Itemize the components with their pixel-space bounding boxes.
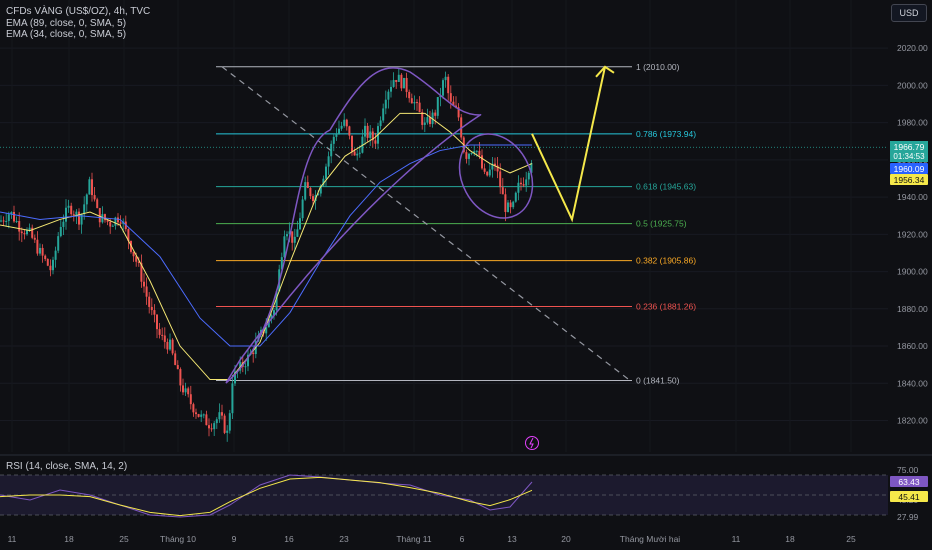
ema-line-1: [0, 144, 532, 347]
y-tick: 1860.00: [897, 341, 928, 351]
ema-line-0: [0, 112, 533, 381]
diagonal-trend-line[interactable]: [221, 66, 631, 381]
x-tick: 11: [8, 534, 17, 544]
price-tag: 1956.34: [894, 175, 925, 185]
currency-button[interactable]: USD: [891, 4, 927, 22]
handle-ellipse[interactable]: [445, 121, 546, 231]
fib-label-3: 0.5 (1925.75): [636, 219, 687, 229]
y-tick: 1880.00: [897, 304, 928, 314]
last-price-tag: 1966.79: [894, 142, 925, 152]
ema-layer: [0, 112, 533, 381]
fib-label-1: 0.786 (1973.94): [636, 129, 696, 139]
fibonacci-retracement[interactable]: 1 (2010.00) 0.786 (1973.94) 0.618 (1945.63…: [216, 62, 696, 386]
cup-ellipse[interactable]: [225, 67, 482, 384]
chart-legend: CFDs VÀNG (US$/OZ), 4h, TVC EMA (89, clo…: [6, 6, 150, 41]
fib-label-4: 0.382 (1905.86): [636, 256, 696, 266]
symbol-title[interactable]: CFDs VÀNG (US$/OZ), 4h, TVC: [6, 6, 151, 17]
price-tag: 1960.09: [894, 164, 925, 174]
rsi-tick: 27.99: [897, 512, 919, 522]
x-tick: Tháng Mười hai: [620, 534, 681, 544]
countdown-tag: 01:34:53: [893, 152, 925, 161]
y-tick: 1900.00: [897, 267, 928, 277]
x-tick: 25: [846, 534, 856, 544]
price-tag: 63.43: [898, 477, 920, 487]
y-tick: 2000.00: [897, 80, 928, 90]
annotation-shapes[interactable]: [225, 67, 547, 384]
x-tick: 20: [561, 534, 571, 544]
x-tick: 16: [284, 534, 294, 544]
fib-label-0: 1 (2010.00): [636, 62, 680, 72]
price-tag: 45.41: [898, 492, 920, 502]
y-tick: 2020.00: [897, 43, 928, 53]
y-tick: 1980.00: [897, 118, 928, 128]
rsi-tick: 75.00: [897, 465, 919, 475]
x-tick: 6: [460, 534, 465, 544]
x-tick: 25: [119, 534, 129, 544]
x-tick: 13: [507, 534, 517, 544]
event-lightning-icon[interactable]: [525, 436, 539, 450]
x-tick: 11: [732, 534, 741, 544]
rsi-legend[interactable]: RSI (14, close, SMA, 14, 2): [6, 461, 128, 472]
projection-arrow[interactable]: [531, 65, 615, 223]
candles-layer: [0, 68, 533, 442]
rsi-panel: 75.0045.2027.99: [0, 465, 919, 522]
ema34-legend[interactable]: EMA (34, close, 0, SMA, 5): [6, 29, 127, 40]
y-tick: 1920.00: [897, 229, 928, 239]
x-tick: Tháng 10: [160, 534, 196, 544]
x-tick: 9: [232, 534, 237, 544]
y-tick: 1820.00: [897, 416, 928, 426]
ema89-legend[interactable]: EMA (89, close, 0, SMA, 5): [6, 17, 127, 29]
x-tick: 18: [785, 534, 795, 544]
fib-label-2: 0.618 (1945.63): [636, 182, 696, 192]
x-tick: Tháng 11: [396, 534, 432, 544]
fib-label-5: 0.236 (1881.26): [636, 301, 696, 311]
x-tick: 18: [64, 534, 74, 544]
fib-label-6: 0 (1841.50): [636, 375, 680, 385]
y-tick: 1840.00: [897, 378, 928, 388]
grid-layer: [0, 47, 932, 456]
time-axis[interactable]: 11 18 25 Tháng 10 9 16 23 Tháng 11 6 13 20 Tháng Mư…: [8, 534, 856, 544]
x-tick: 23: [339, 534, 349, 544]
y-tick: 1940.00: [897, 192, 928, 202]
